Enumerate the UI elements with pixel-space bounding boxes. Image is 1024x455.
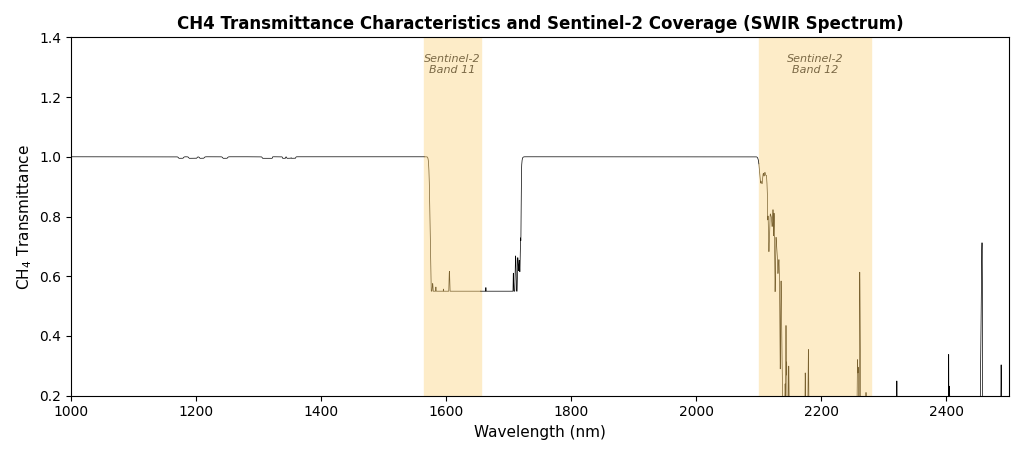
- Text: Sentinel-2
Band 12: Sentinel-2 Band 12: [786, 54, 844, 76]
- Bar: [759, 37, 871, 396]
- Text: Sentinel-2
Band 11: Sentinel-2 Band 11: [424, 54, 480, 76]
- Bar: [424, 37, 480, 396]
- Y-axis label: CH$_4$ Transmittance: CH$_4$ Transmittance: [15, 143, 34, 289]
- Title: CH4 Transmittance Characteristics and Sentinel-2 Coverage (SWIR Spectrum): CH4 Transmittance Characteristics and Se…: [177, 15, 903, 33]
- X-axis label: Wavelength (nm): Wavelength (nm): [474, 425, 606, 440]
